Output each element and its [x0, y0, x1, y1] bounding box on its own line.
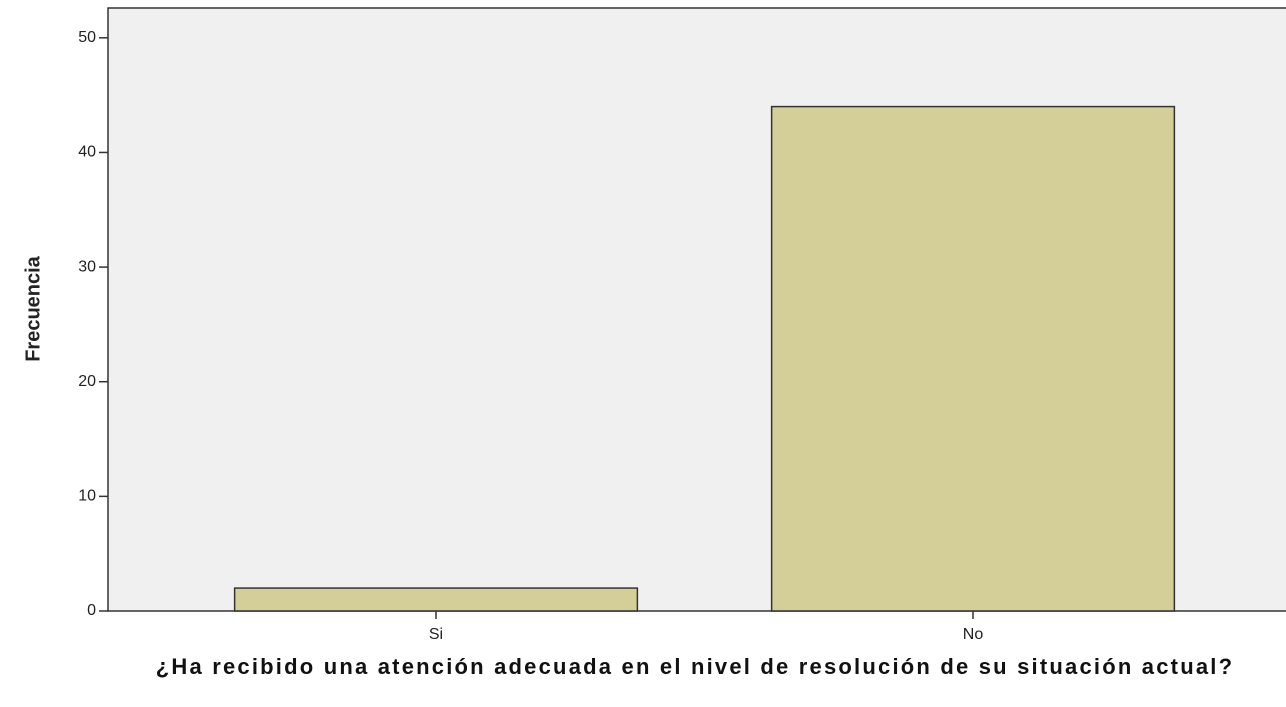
bar	[233, 587, 639, 612]
y-tick-label: 10	[78, 488, 96, 505]
y-tick-label: 20	[78, 373, 96, 390]
y-tick-label: 0	[87, 602, 96, 619]
y-tick-label: 30	[78, 258, 96, 275]
x-tick-label: Si	[429, 626, 443, 643]
bar	[770, 105, 1176, 612]
x-tick-label: No	[963, 626, 984, 643]
y-axis-label: Frecuencia	[22, 255, 44, 361]
x-axis-label: ¿Ha recibido una atención adecuada en el…	[155, 654, 1235, 679]
y-tick-label: 40	[78, 144, 96, 161]
y-tick-label: 50	[78, 29, 96, 46]
